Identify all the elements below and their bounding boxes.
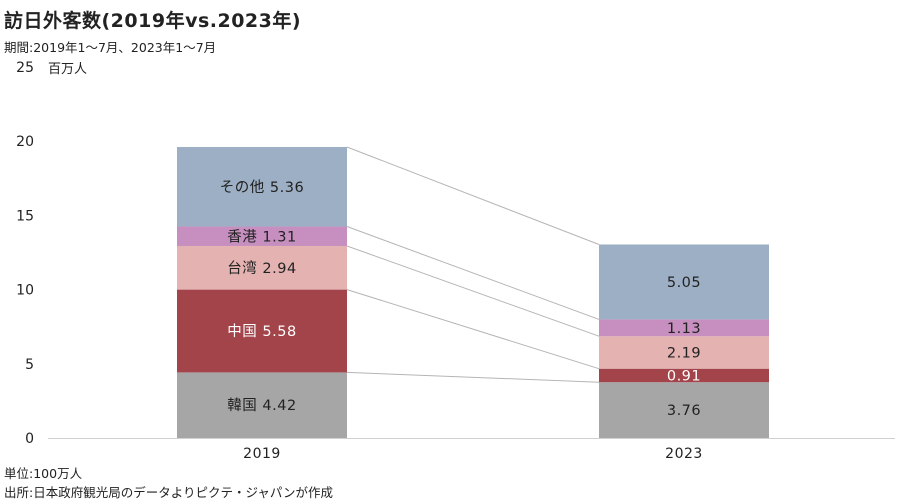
unit-note: 単位:100万人: [4, 466, 83, 481]
bar-segment: [599, 336, 769, 369]
connector-line: [346, 371, 600, 383]
chart-title: 訪日外客数(2019年vs.2023年): [4, 10, 302, 32]
y-tick-label: 20: [16, 134, 34, 150]
data-label: 台湾 2.94: [227, 260, 296, 277]
data-label: 3.76: [667, 403, 701, 419]
y-tick-label: 15: [16, 208, 34, 224]
bar-segment: [177, 226, 347, 246]
y-tick-label: 0: [25, 431, 34, 447]
data-label: その他 5.36: [220, 179, 304, 196]
bar-segment: [177, 289, 347, 373]
connector-line: [346, 289, 600, 370]
connector-line: [346, 245, 600, 337]
connector-line: [346, 146, 600, 245]
bar-segment: [599, 368, 769, 383]
y-tick-label: 10: [16, 283, 34, 299]
chart-subtitle: 期間:2019年1～7月、2023年1～7月: [4, 40, 217, 55]
bar-segment: [599, 244, 769, 320]
bar-segment: [599, 382, 769, 438]
data-label: 0.91: [667, 368, 701, 384]
data-label: 2.19: [667, 345, 701, 361]
data-label: 香港 1.31: [227, 228, 296, 245]
x-tick-label: 2019: [243, 446, 281, 462]
bar-segment: [177, 245, 347, 290]
data-label: 中国 5.58: [227, 323, 296, 340]
data-label: 5.05: [667, 275, 701, 291]
source-note: 出所:日本政府観光局のデータよりピクテ・ジャパンが作成: [4, 485, 333, 500]
bar-segment: [177, 146, 347, 227]
connector-line: [346, 226, 600, 320]
y-tick-label: 25: [16, 60, 34, 76]
data-label: 1.13: [667, 321, 701, 337]
bar-segment: [599, 319, 769, 337]
bar-segment: [177, 372, 347, 438]
x-tick-label: 2023: [665, 446, 703, 462]
y-unit-label: 百万人: [48, 62, 87, 77]
data-label: 韓国 4.42: [227, 397, 296, 414]
y-tick-label: 5: [25, 357, 34, 373]
